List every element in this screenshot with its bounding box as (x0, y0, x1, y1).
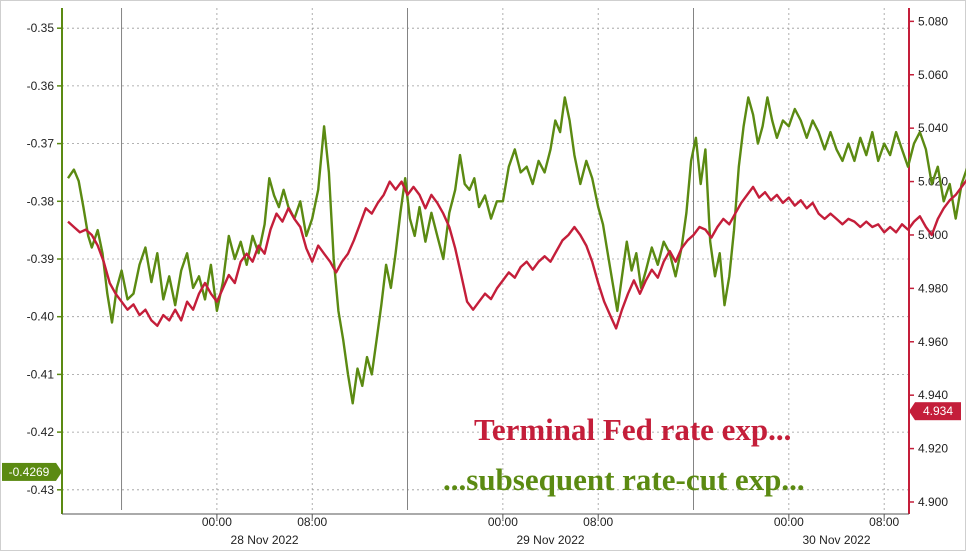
x-time-label-1: 08:00 (297, 515, 327, 529)
left-tick-label-2: -0.37 (27, 137, 55, 151)
rate-cut-series-line (67, 96, 966, 405)
series-lines (67, 96, 966, 405)
right-axis-ticks: 5.0805.0605.0405.0205.0004.9804.9604.940… (909, 14, 948, 509)
right-tick-label-9: 4.900 (918, 495, 948, 509)
right-tick-label-1: 5.060 (918, 68, 948, 82)
left-last-value-pointer (56, 462, 62, 481)
x-time-label-4: 00:00 (774, 515, 804, 529)
left-tick-label-3: -0.38 (27, 194, 55, 208)
right-tick-label-6: 4.960 (918, 335, 948, 349)
x-time-label-0: 00:00 (202, 515, 232, 529)
left-tick-label-1: -0.36 (27, 79, 55, 93)
x-axis-ticks: 00:00 08:00 00:00 08:00 00:00 08:00 28 Nov 202… (202, 514, 900, 547)
right-tick-label-0: 5.080 (918, 14, 948, 28)
left-tick-label-6: -0.41 (27, 367, 55, 381)
right-last-value-pointer (909, 402, 915, 421)
left-axis-ticks: -0.35 -0.36 -0.37 -0.38 -0.39 -0.40 -0.41 -0.42… (27, 21, 62, 497)
right-tick-label-8: 4.920 (918, 442, 948, 456)
right-tick-label-5: 4.980 (918, 281, 948, 295)
gridlines (62, 8, 908, 510)
axes (61, 8, 910, 515)
left-tick-label-8: -0.43 (27, 483, 55, 497)
left-tick-label-7: -0.42 (27, 425, 55, 439)
x-time-label-2: 00:00 (488, 515, 518, 529)
left-last-value-badge (2, 462, 56, 481)
x-time-label-5: 08:00 (869, 515, 899, 529)
annotation-rate-cut: ...subsequent rate-cut exp... (443, 462, 805, 497)
right-tick-label-2: 5.040 (918, 121, 948, 135)
left-tick-label-4: -0.39 (27, 252, 55, 266)
annotation-terminal-rate: Terminal Fed rate exp... (474, 412, 791, 447)
left-last-value-text: -0.4269 (9, 465, 50, 479)
right-tick-label-4: 5.000 (918, 228, 948, 242)
x-time-label-3: 08:00 (583, 515, 613, 529)
x-date-label-0: 28 Nov 2022 (231, 533, 299, 547)
last-value-badges: -0.4269 4.934 (2, 402, 961, 481)
left-tick-label-0: -0.35 (27, 21, 55, 35)
right-tick-label-7: 4.940 (918, 388, 948, 402)
terminal-rate-series-line (67, 179, 966, 330)
x-date-label-1: 29 Nov 2022 (517, 533, 585, 547)
right-last-value-text: 4.934 (923, 404, 953, 418)
annotations: Terminal Fed rate exp... ...subsequent ra… (443, 412, 805, 497)
right-last-value-badge (915, 402, 961, 421)
x-date-label-2: 30 Nov 2022 (802, 533, 870, 547)
left-tick-label-5: -0.40 (27, 310, 55, 324)
